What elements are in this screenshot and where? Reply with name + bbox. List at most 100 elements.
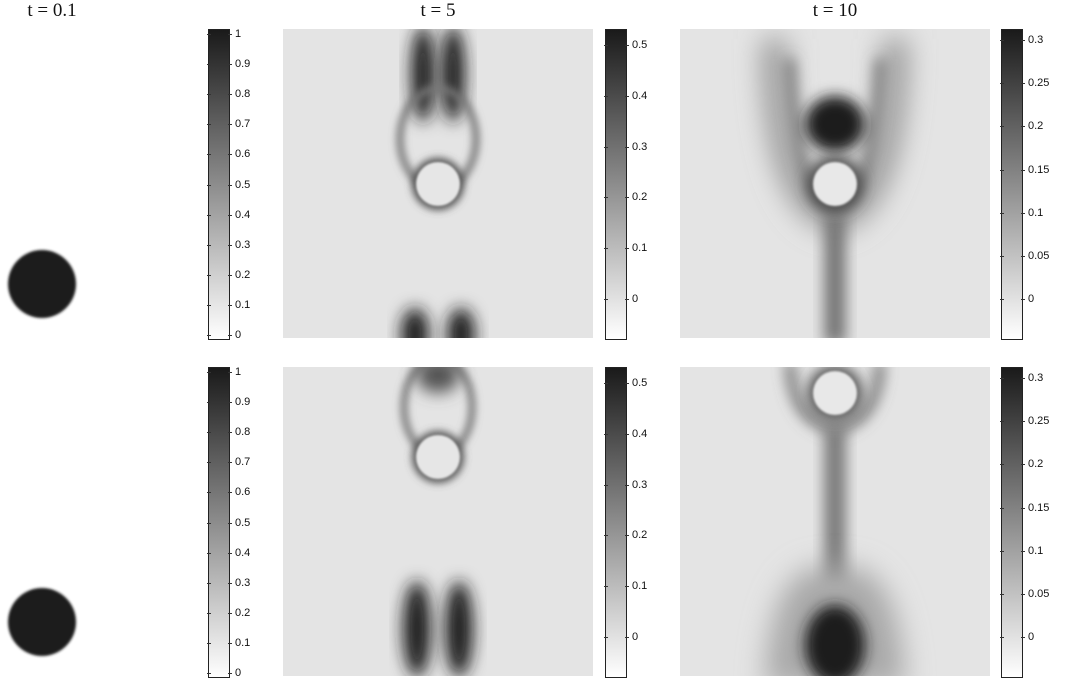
colorbar-tick xyxy=(207,673,211,674)
colorbar-tick xyxy=(625,535,629,537)
colorbar-tick xyxy=(1000,40,1004,41)
colorbar-tick xyxy=(1021,212,1025,214)
colorbar-tick xyxy=(604,95,608,97)
colorbar-tick-label: 0 xyxy=(235,667,242,679)
colorbar-tick xyxy=(1000,464,1004,466)
colorbar-tick-label: 0.6 xyxy=(235,148,251,161)
colorbar-tick xyxy=(1000,593,1004,595)
colorbar-tick xyxy=(1000,83,1004,85)
colorbar-tick xyxy=(604,586,608,588)
colorbar-tick-label: 0.1 xyxy=(1028,206,1044,219)
colorbar-tick-label: 0.4 xyxy=(235,546,251,559)
colorbar-tick-label: 0.9 xyxy=(235,58,251,71)
colorbar-tick-label: 0.6 xyxy=(235,486,251,499)
colorbar-tick xyxy=(1000,421,1004,423)
colorbar-tick xyxy=(207,184,211,186)
colorbar-tick-label: 0.1 xyxy=(235,298,251,311)
colorbar-tick-label: 0.1 xyxy=(632,242,648,255)
colorbar-tick xyxy=(625,45,629,46)
colorbar-tick xyxy=(604,146,608,148)
colorbar-tick xyxy=(1000,637,1004,638)
colorbar-tick xyxy=(207,154,211,156)
colorbar-tick-label: 0.3 xyxy=(1028,372,1044,384)
colorbar-tick-label: 0.2 xyxy=(632,529,648,542)
colorbar-tick xyxy=(228,402,232,404)
colorbar-tick xyxy=(207,304,211,306)
colorbar-tick-label: 0.9 xyxy=(235,396,251,409)
colorbar-tick-label: 0.2 xyxy=(632,191,648,204)
colorbar-tick-label: 0 xyxy=(632,293,639,305)
colorbar-tick-label: 0.3 xyxy=(632,478,648,491)
colorbar-tick xyxy=(207,274,211,276)
colorbar-tick xyxy=(228,214,232,216)
colorbar-tick-label: 0.1 xyxy=(235,636,251,649)
colorbar-tick xyxy=(207,402,211,404)
colorbar-tick xyxy=(1000,550,1004,552)
heatmap-panel-r2-t01 xyxy=(4,584,80,660)
colorbar-tick xyxy=(1021,126,1025,128)
colorbar-tick xyxy=(625,197,629,199)
colorbar-tick xyxy=(228,612,232,614)
colorbar-tick xyxy=(228,64,232,66)
disc-mark xyxy=(8,588,76,656)
colorbar-tick xyxy=(604,197,608,199)
colorbar-tick xyxy=(625,586,629,588)
colorbar-tick-label: 0.25 xyxy=(1028,77,1050,90)
colorbar-tick-label: 0.3 xyxy=(632,140,648,153)
column-title-t01: t = 0.1 xyxy=(27,0,77,21)
colorbar-tick xyxy=(207,94,211,96)
colorbar-tick-label: 0.4 xyxy=(235,208,251,221)
colorbar-tick xyxy=(604,433,608,435)
colorbar-tick xyxy=(1000,299,1004,300)
colorbar-tick-label: 1 xyxy=(235,28,242,40)
colorbar-tick-label: 0.3 xyxy=(235,576,251,589)
column-title-t10: t = 10 xyxy=(812,0,858,21)
colorbar-tick-label: 0.1 xyxy=(1028,544,1044,557)
colorbar-tick-label: 0.4 xyxy=(632,89,648,102)
colorbar-tick-label: 0.3 xyxy=(1028,34,1044,46)
colorbar-tick xyxy=(625,299,629,300)
colorbar-tick-label: 0.8 xyxy=(235,88,251,101)
colorbar-tick xyxy=(1021,40,1025,41)
colorbar-tick xyxy=(207,462,211,464)
colorbar-tick xyxy=(228,244,232,246)
colorbar-tick xyxy=(604,535,608,537)
colorbar-tick-label: 0.05 xyxy=(1028,587,1050,600)
colorbar-tick-label: 0.5 xyxy=(235,516,251,529)
colorbar-tick xyxy=(1021,378,1025,379)
colorbar-tick xyxy=(228,274,232,276)
colorbar-tick-label: 0.2 xyxy=(235,606,251,619)
colorbar-tick xyxy=(228,492,232,494)
colorbar-tick xyxy=(228,94,232,96)
colorbar-tick xyxy=(1021,550,1025,552)
colorbar-tick xyxy=(228,184,232,186)
colorbar-tick xyxy=(207,612,211,614)
colorbar-tick xyxy=(604,637,608,638)
colorbar-tick xyxy=(1000,126,1004,128)
colorbar-tick xyxy=(228,372,232,373)
colorbar-tick xyxy=(207,124,211,126)
colorbar-tick xyxy=(207,432,211,434)
colorbar-tick xyxy=(625,484,629,486)
colorbar-tick-label: 0.1 xyxy=(632,580,648,593)
colorbar-tick xyxy=(207,64,211,66)
heatmap-panel-r1-t5 xyxy=(283,29,593,338)
colorbar-tick xyxy=(228,462,232,464)
colorbar-tick xyxy=(228,582,232,584)
colorbar-tick xyxy=(207,214,211,216)
colorbar-tick xyxy=(1021,593,1025,595)
colorbar-tick-label: 0.2 xyxy=(1028,120,1044,133)
colorbar-tick-label: 0 xyxy=(632,631,639,643)
colorbar-tick-label: 0 xyxy=(235,329,242,341)
colorbar-tick xyxy=(604,299,608,300)
colorbar-tick xyxy=(604,484,608,486)
colorbar-tick-label: 1 xyxy=(235,366,242,378)
colorbar-tick xyxy=(1000,507,1004,509)
colorbar-tick xyxy=(1021,299,1025,300)
colorbar-tick xyxy=(228,124,232,126)
colorbar-tick xyxy=(625,248,629,250)
colorbar-tick xyxy=(1021,507,1025,509)
colorbar-tick xyxy=(207,552,211,554)
colorbar-tick-label: 0 xyxy=(1028,631,1035,643)
colorbar-tick xyxy=(1021,255,1025,257)
